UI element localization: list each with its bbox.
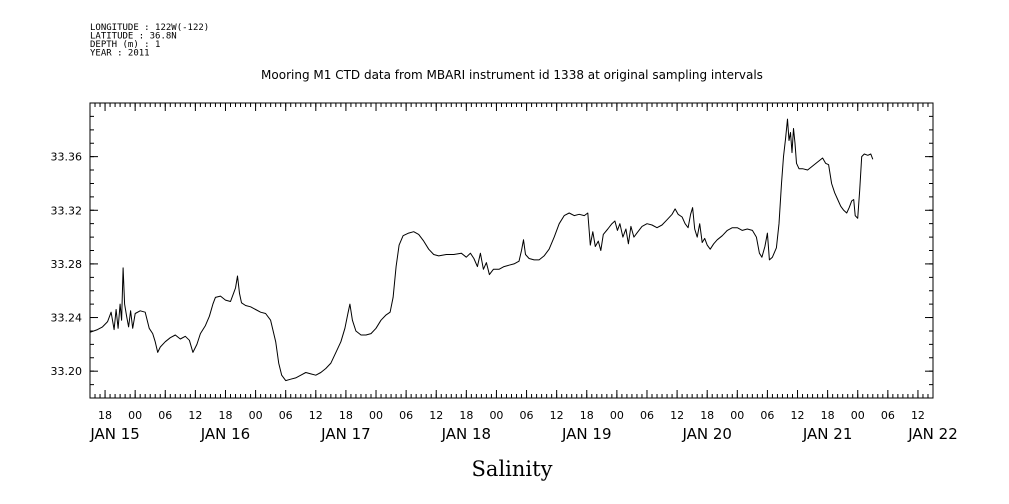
salinity-series-line [89,118,874,382]
x-hour-label: 12 [911,409,925,422]
x-hour-label: 18 [339,409,353,422]
x-hour-label: 06 [640,409,654,422]
x-hour-label: 00 [369,409,383,422]
x-hour-label: 12 [791,409,805,422]
y-tick-label: 33.32 [51,204,83,217]
x-hour-label: 00 [249,409,263,422]
minor-ticks [89,102,934,399]
x-hour-label: 18 [700,409,714,422]
y-tick-label: 33.24 [51,312,83,325]
x-hour-label: 18 [580,409,594,422]
x-hour-label: 18 [98,409,112,422]
x-hour-label: 06 [760,409,774,422]
x-hour-label: 18 [459,409,473,422]
x-hour-label: 06 [399,409,413,422]
meta-line: LONGITUDE : 122W(-122) [90,23,209,33]
x-hour-label: 12 [550,409,564,422]
x-hour-label: 00 [730,409,744,422]
x-axis: 18 00 06 12 18 00 06 12 18 00 06 12 18 00 06 12 18 00 06 12… [89,103,958,443]
series-group [89,118,874,382]
x-hour-label: 00 [851,409,865,422]
x-hour-label: 18 [218,409,232,422]
y-tick-label: 33.20 [51,365,83,378]
x-day-label: JAN 21 [802,425,853,443]
metadata-block: LONGITUDE : 122W(-122)LATITUDE : 36.8NDE… [90,23,209,59]
x-day-label: JAN 18 [441,425,492,443]
x-hour-label: 18 [821,409,835,422]
meta-line: DEPTH (m) : 1 [90,40,160,50]
x-hour-label: 06 [158,409,172,422]
chart-title: Mooring M1 CTD data from MBARI instrumen… [261,68,763,82]
x-day-label: JAN 15 [89,425,140,443]
x-hour-label: 12 [429,409,443,422]
meta-line: YEAR : 2011 [90,49,150,59]
x-hour-label: 12 [188,409,202,422]
x-hour-label: 12 [670,409,684,422]
x-axis-label: Salinity [472,457,553,481]
y-axis: 33.20 33.24 33.28 33.32 33.36 [51,151,933,378]
y-tick-label: 33.28 [51,258,83,271]
x-day-label: JAN 17 [320,425,371,443]
plot-frame [89,102,934,399]
x-hour-label: 06 [881,409,895,422]
y-tick-label: 33.36 [51,151,83,164]
meta-line: LATITUDE : 36.8N [90,32,177,42]
x-hour-label: 00 [128,409,142,422]
x-hour-label: 00 [489,409,503,422]
x-hour-label: 06 [520,409,534,422]
x-day-label: JAN 19 [561,425,612,443]
x-day-label: JAN 22 [907,425,958,443]
x-day-label: JAN 16 [200,425,251,443]
x-hour-label: 12 [309,409,323,422]
x-hour-label: 06 [279,409,293,422]
x-day-label: JAN 20 [681,425,732,443]
x-hour-label: 00 [610,409,624,422]
